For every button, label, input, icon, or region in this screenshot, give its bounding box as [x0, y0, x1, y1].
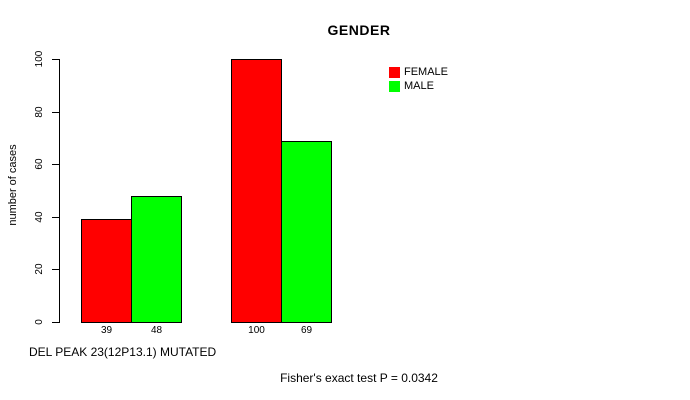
legend-label-female: FEMALE [404, 65, 449, 78]
bar-female-group2 [231, 59, 282, 323]
y-tick [52, 112, 59, 113]
y-tick [52, 59, 59, 60]
legend-row-male: MALE [389, 79, 448, 93]
bar-value-label: 100 [248, 325, 265, 336]
male-swatch-icon [389, 80, 400, 92]
y-tick-label: 100 [34, 50, 45, 68]
legend-label-male: MALE [404, 79, 434, 92]
bar-value-label: 39 [100, 325, 113, 336]
x-axis-label: DEL PEAK 23(12P13.1) MUTATED [29, 345, 217, 359]
bar-male-group2 [281, 141, 332, 323]
y-tick [52, 164, 59, 165]
bar-value-label: 69 [300, 325, 313, 336]
bar-female-group1 [81, 219, 132, 323]
y-tick [52, 269, 59, 270]
legend-row-female: FEMALE [389, 65, 448, 79]
female-swatch-icon [389, 66, 400, 78]
bar-value-label: 48 [150, 325, 163, 336]
y-tick-label: 0 [34, 319, 45, 325]
y-tick-label: 80 [34, 106, 45, 118]
y-tick-label: 20 [34, 263, 45, 275]
bar-male-group1 [131, 196, 182, 323]
chart-title: GENDER [327, 22, 391, 38]
y-axis-title: number of cases [7, 144, 19, 226]
y-tick-label: 40 [34, 211, 45, 223]
y-tick [52, 322, 59, 323]
y-tick-label: 60 [34, 158, 45, 170]
y-tick [52, 217, 59, 218]
annotation-fisher-test: Fisher's exact test P = 0.0342 [280, 371, 438, 385]
legend: FEMALE MALE [389, 65, 448, 93]
y-axis-line [59, 59, 60, 323]
